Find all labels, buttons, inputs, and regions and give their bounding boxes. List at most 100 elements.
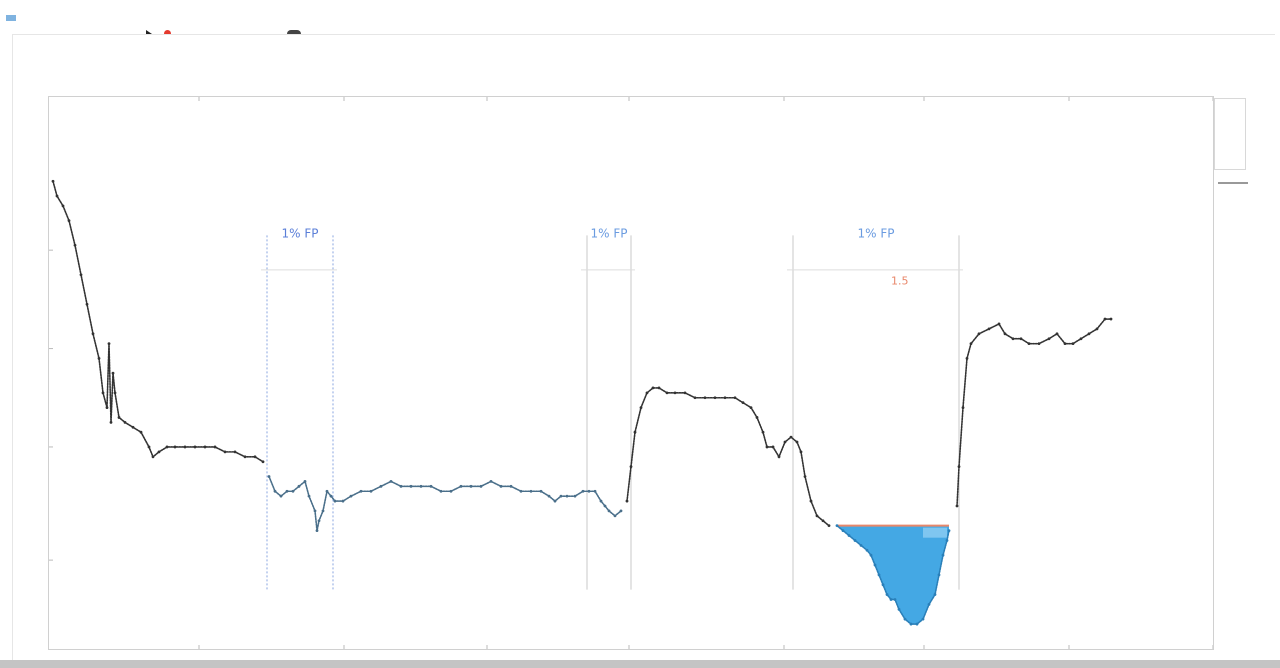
- data-point: [261, 460, 265, 464]
- data-point: [469, 484, 473, 488]
- data-point: [1055, 332, 1059, 336]
- data-point: [869, 553, 873, 557]
- data-point: [313, 509, 317, 513]
- data-point: [165, 445, 169, 449]
- data-point: [303, 480, 307, 483]
- data-point: [267, 475, 271, 478]
- data-point: [1095, 327, 1099, 331]
- data-point: [253, 455, 257, 459]
- data-point: [111, 371, 115, 375]
- data-point: [965, 357, 969, 360]
- record-dot-icon[interactable]: [164, 30, 171, 37]
- data-point: [419, 484, 423, 488]
- data-point: [519, 489, 523, 493]
- data-point: [157, 450, 161, 454]
- data-point: [803, 475, 807, 478]
- plot-area: 1% FP 1% FP 1% FP 1.5: [48, 96, 1214, 650]
- data-point: [761, 430, 765, 434]
- data-point: [233, 450, 237, 454]
- data-point: [593, 489, 597, 493]
- data-point: [765, 445, 769, 449]
- data-point: [809, 499, 813, 503]
- data-point: [91, 332, 95, 336]
- data-point: [307, 494, 311, 498]
- data-point: [489, 480, 493, 483]
- data-point: [279, 494, 283, 498]
- data-point: [67, 219, 71, 223]
- data-point: [915, 622, 919, 626]
- series-line: [268, 475, 622, 531]
- data-point: [1003, 332, 1007, 336]
- data-point: [613, 514, 617, 518]
- data-point: [651, 386, 655, 390]
- data-point: [123, 420, 127, 424]
- data-point: [51, 179, 55, 183]
- data-point: [665, 391, 669, 395]
- data-point: [147, 445, 151, 449]
- data-point: [101, 391, 105, 395]
- data-point: [317, 519, 321, 523]
- data-point: [379, 484, 383, 488]
- data-point: [529, 489, 533, 493]
- data-point: [203, 445, 207, 449]
- data-point: [673, 391, 677, 395]
- data-point: [349, 494, 353, 498]
- data-point: [657, 386, 661, 390]
- data-point: [961, 406, 965, 409]
- data-point: [909, 622, 913, 626]
- data-point: [841, 529, 845, 532]
- data-point: [603, 504, 607, 508]
- data-point: [131, 425, 135, 429]
- data-point: [325, 489, 329, 493]
- data-point: [1071, 342, 1075, 346]
- data-point: [859, 543, 863, 547]
- chart-svg: 1% FP 1% FP 1% FP 1.5: [49, 97, 1213, 649]
- data-point: [539, 489, 543, 493]
- data-point: [107, 342, 111, 346]
- data-point: [1087, 332, 1091, 336]
- data-point: [947, 529, 951, 532]
- data-point: [741, 401, 745, 405]
- data-point: [945, 539, 949, 542]
- data-point: [1079, 337, 1083, 341]
- data-point: [97, 357, 101, 360]
- data-point: [771, 445, 775, 449]
- data-point: [117, 416, 121, 419]
- data-point: [723, 396, 727, 400]
- data-point: [921, 617, 925, 621]
- legend: [1214, 98, 1246, 170]
- data-point: [933, 593, 937, 596]
- data-point: [749, 406, 753, 409]
- annotation: 1.5: [891, 275, 909, 288]
- data-point: [73, 243, 77, 247]
- data-point: [835, 524, 839, 528]
- app-icon: [6, 15, 16, 21]
- data-point: [997, 322, 1001, 326]
- data-point: [777, 455, 781, 459]
- data-point: [987, 327, 991, 331]
- data-point: [619, 509, 623, 513]
- data-point: [927, 603, 931, 606]
- data-point: [297, 484, 301, 488]
- band-label: 1% FP: [591, 226, 628, 240]
- data-point: [151, 455, 155, 459]
- data-point: [639, 406, 643, 409]
- data-point: [795, 440, 799, 444]
- data-point: [285, 489, 289, 493]
- data-point: [79, 273, 83, 277]
- data-point: [937, 573, 941, 577]
- data-point: [193, 445, 197, 449]
- data-point: [783, 440, 787, 444]
- data-point: [553, 499, 557, 503]
- data-point: [873, 563, 877, 567]
- band-label: 1% FP: [858, 226, 895, 240]
- data-point: [625, 499, 629, 503]
- data-point: [607, 509, 611, 513]
- data-point: [479, 484, 483, 488]
- data-point: [885, 593, 889, 596]
- data-point: [1019, 337, 1023, 341]
- data-point: [85, 302, 89, 306]
- data-point: [459, 484, 463, 488]
- data-point: [941, 553, 945, 557]
- data-point: [713, 396, 717, 400]
